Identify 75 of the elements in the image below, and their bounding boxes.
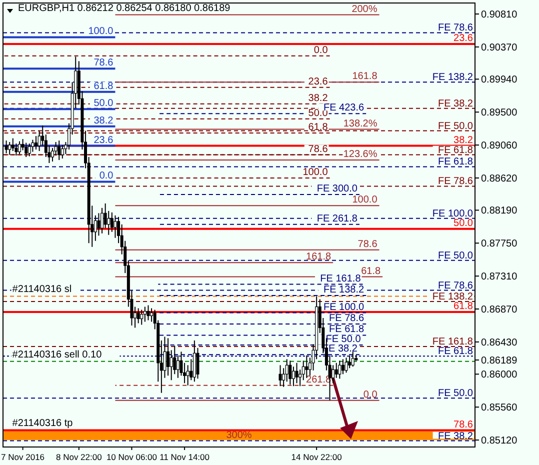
- series-label: 78.6: [308, 144, 328, 155]
- x-tick-label: 14 Nov 22:00: [291, 452, 342, 462]
- series-label: 100.0: [352, 194, 378, 206]
- series-label: 0.0: [314, 44, 328, 56]
- ref-line-label: FE 38.2: [438, 98, 474, 110]
- series-label: FE 78.6: [329, 312, 365, 324]
- annotation: #21140316 sell 0.10: [12, 350, 102, 361]
- x-tick-label: 11 Nov 14:00: [160, 452, 210, 462]
- ref-line-label: FE 61.8: [438, 346, 474, 358]
- y-tick-label: 0.90810: [481, 10, 518, 21]
- annotation: #21140316 tp: [12, 418, 74, 429]
- series-label: FE 50.0: [326, 334, 362, 345]
- ref-line-label: FE 78.6: [438, 280, 474, 292]
- series-label: 38.2: [308, 92, 328, 104]
- ref-line-label: FE 38.2: [438, 430, 474, 442]
- series-label: 78.6: [94, 58, 114, 69]
- series-label: 0.0: [99, 170, 114, 182]
- series-label: 100.0: [302, 166, 328, 178]
- series-label: 61.8: [308, 122, 328, 134]
- series-label: 123.6%: [343, 149, 378, 160]
- y-tick-label: 0.86189: [481, 355, 518, 366]
- series-label: 61.8: [454, 301, 474, 312]
- series-label: FE 138.2: [323, 284, 365, 296]
- ref-line-label: FE 138.2: [432, 292, 474, 303]
- chart-title: EURGBP,H1 0.86212 0.86254 0.86180 0.86189: [18, 3, 231, 14]
- ref-line-label: FE 161.8: [432, 336, 474, 348]
- ref-line-label: FE 50.0: [438, 388, 474, 400]
- series-label: 23.6: [94, 134, 114, 146]
- series-label: 0.0: [363, 389, 378, 400]
- annotation: #21140316 sl: [12, 284, 72, 295]
- series-label: 50.0: [454, 218, 474, 229]
- y-tick-label: 0.87750: [481, 238, 518, 250]
- series-label: 61.8: [361, 266, 382, 277]
- y-tick-label: 0.85120: [481, 436, 518, 447]
- ref-line-label: FE 78.6: [438, 22, 474, 34]
- y-tick-label: 0.88190: [481, 206, 518, 217]
- series-label: 78.6: [454, 419, 474, 430]
- series-label: 78.6: [358, 238, 378, 250]
- y-tick-label: 0.89940: [481, 74, 518, 86]
- y-tick-label: 0.87310: [481, 272, 518, 283]
- series-label: 161.8: [352, 71, 378, 82]
- series-label: FE 100.0: [323, 302, 365, 313]
- ref-line-label: FE 61.8: [438, 144, 474, 156]
- y-tick-label: 0.86000: [481, 370, 518, 381]
- x-tick-label: 10 Nov 06:00: [106, 452, 158, 462]
- band-label: 300%: [226, 430, 252, 442]
- series-label: FE 61.8: [329, 324, 365, 336]
- ref-line-label: FE 61.8: [438, 156, 474, 168]
- series-label: 38.2: [454, 134, 474, 146]
- ref-line-label: FE 100.0: [432, 208, 474, 220]
- series-label: 138.2%: [343, 118, 378, 130]
- y-tick-label: 0.88620: [481, 173, 518, 184]
- series-label: 100.0: [88, 26, 114, 38]
- y-tick-label: 0.86870: [481, 304, 518, 316]
- x-tick-label: 7 Nov 2016: [1, 452, 45, 462]
- ref-line-label: FE 50.0: [438, 120, 474, 132]
- series-label: 161.8: [306, 252, 332, 263]
- y-tick-label: 0.85560: [481, 402, 518, 414]
- y-tick-label: 0.90370: [481, 42, 518, 54]
- x-tick-label: 8 Nov 22:00: [56, 452, 102, 462]
- series-label: 50.0: [94, 98, 114, 110]
- y-tick-label: 0.89060: [481, 140, 518, 152]
- y-tick-label: 0.89500: [481, 108, 518, 119]
- ref-line-label: FE 78.6: [438, 176, 474, 188]
- y-tick-label: 0.86430: [481, 337, 518, 348]
- series-label: 23.6: [308, 76, 328, 88]
- series-label: 200%: [352, 4, 378, 15]
- series-label: 38.2: [94, 115, 114, 126]
- series-label: FE 300.0: [316, 183, 358, 194]
- ref-line-label: FE 50.0: [438, 250, 474, 262]
- series-label: FE 261.8: [316, 213, 358, 224]
- ref-line-label: FE 138.2: [432, 72, 474, 84]
- series-label: 23.6: [454, 32, 474, 44]
- series-label: 61.8: [94, 80, 114, 92]
- series-label: FE 161.8: [320, 273, 362, 284]
